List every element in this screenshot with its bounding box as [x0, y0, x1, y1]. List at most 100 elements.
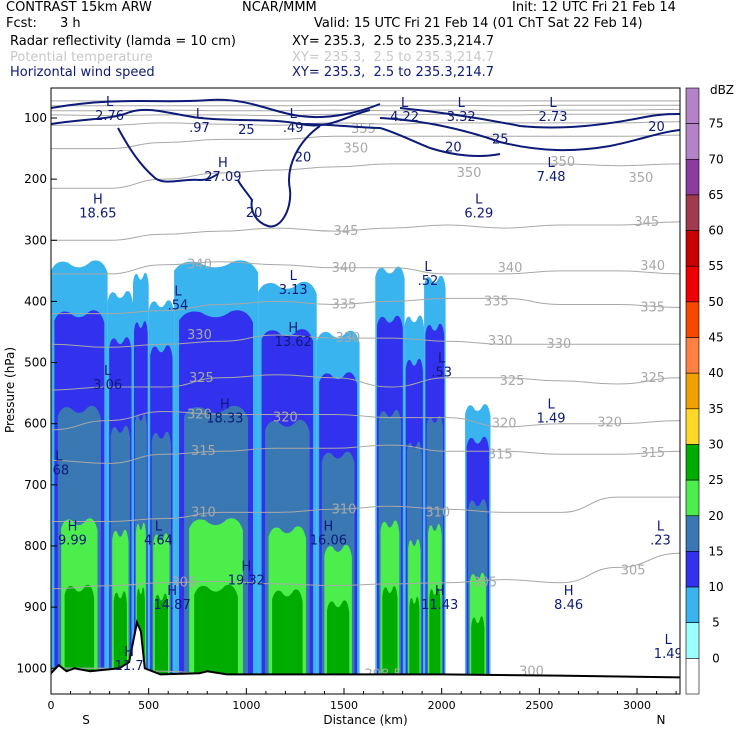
extremum-value-13: 13.62 [275, 335, 312, 350]
x-tick-label-2500: 2500 [525, 699, 553, 712]
theta-label-320: 320 [597, 415, 622, 430]
theta-label-315: 315 [191, 444, 216, 459]
reflectivity-region-5-level-6 [272, 589, 303, 675]
theta-contour-325 [51, 374, 680, 391]
colorbar-swatch-2 [685, 158, 700, 196]
extremum-value-21: 16.06 [310, 534, 347, 549]
theta-label-355: 355 [351, 122, 376, 137]
extremum-low-14: L [438, 352, 446, 367]
theta-label-315: 315 [640, 446, 665, 461]
colorbar-label-70: 70 [708, 152, 723, 166]
wind-label-4: 25 [492, 132, 509, 147]
y-tick-label-1000: 1000 [16, 661, 47, 675]
extremum-value-26: 8.46 [554, 598, 583, 613]
reflectivity-region-8-level-6 [409, 596, 420, 675]
valid-time: Valid: 15 UTC Fri 21 Feb 14 (01 ChT Sat … [314, 16, 643, 31]
extremum-value-4: 3.32 [447, 110, 476, 125]
wind-label-3: 20 [445, 140, 462, 155]
field-theta-xy: XY= 235.3, 2.5 to 235.3,214.7 [292, 50, 495, 65]
theta-label-305: 305 [621, 563, 646, 578]
theta-contour-355 [51, 134, 680, 150]
wind-contour-3 [237, 125, 321, 228]
y-tick-label-800: 800 [24, 539, 47, 553]
extremum-high-16: H [220, 397, 230, 412]
theta-contour-330 [51, 334, 680, 348]
x-axis-title: Distance (km) [323, 713, 407, 727]
model-title: CONTRAST 15km ARW [6, 0, 152, 15]
extremum-low-12: L [174, 284, 182, 299]
colorbar-unit: dBZ [710, 83, 734, 97]
extremum-value-25: 11.43 [421, 598, 458, 613]
extremum-high-23: H [241, 559, 251, 574]
south-end-label: S [82, 713, 90, 727]
wind-contour-5 [399, 107, 680, 129]
extremum-low-10: L [290, 269, 298, 284]
theta-contour-315 [51, 444, 680, 464]
wind-label-0: 25 [238, 123, 255, 138]
x-tick-label-1000: 1000 [232, 699, 260, 712]
field-reflectivity-xy: XY= 235.3, 2.5 to 235.3,214.7 [292, 34, 495, 49]
extremum-value-3: 4.22 [390, 110, 419, 125]
extremum-low-20: L [155, 520, 163, 535]
theta-label-320: 320 [187, 408, 212, 423]
extremum-value-22: .23 [650, 534, 671, 549]
y-tick-label-400: 400 [24, 294, 47, 308]
colorbar-label-55: 55 [708, 259, 723, 273]
colorbar-swatch-5 [685, 265, 700, 303]
extremum-value-18: .68 [48, 463, 69, 478]
north-end-label: N [657, 713, 666, 727]
colorbar-label-20: 20 [708, 509, 723, 523]
y-tick-label-300: 300 [24, 233, 47, 247]
theta-label-330: 330 [546, 337, 571, 352]
reflectivity-region-9-level-6 [429, 588, 441, 675]
colorbar-swatch-10 [685, 444, 700, 481]
extremum-low-27: L [665, 633, 673, 648]
colorbar-label-0: 0 [712, 651, 720, 665]
theta-label-340: 340 [332, 261, 357, 276]
extremum-low-18: L [55, 449, 63, 464]
x-tick-label-500: 500 [138, 699, 159, 712]
field-theta-name: Potential temperature [10, 50, 153, 65]
theta-label-330: 330 [488, 334, 513, 349]
y-tick-label-700: 700 [24, 478, 47, 492]
extremum-high-21: H [323, 520, 333, 535]
extremum-low-5: L [549, 96, 557, 111]
theta-label-350: 350 [457, 166, 482, 181]
y-tick-label-900: 900 [24, 600, 47, 614]
colorbar-swatch-9 [685, 408, 700, 445]
terrain-line [51, 619, 680, 679]
plot-frame [50, 87, 681, 695]
extremum-low-9: L [475, 193, 483, 208]
extremum-high-24: H [167, 584, 177, 599]
y-tick-label-100: 100 [24, 111, 47, 125]
extremum-value-23: 19.32 [228, 573, 265, 588]
reflectivity-region-4-level-6 [194, 584, 238, 675]
fcst-label: Fcst: [6, 16, 37, 31]
theta-label-345: 345 [634, 215, 659, 230]
theta-label-350: 350 [343, 142, 368, 157]
extremum-high-13: H [288, 321, 298, 336]
theta-label-310: 310 [191, 505, 216, 520]
colorbar-swatch-0 [685, 87, 700, 124]
colorbar-swatch-11 [685, 479, 700, 517]
colorbar-swatch-4 [685, 230, 700, 267]
y-tick-label-500: 500 [24, 356, 47, 370]
wind-label-2: 20 [246, 206, 263, 221]
theta-contour-390 [51, 104, 680, 107]
colorbar-swatch-6 [685, 301, 700, 338]
extremum-value-15: 3.06 [93, 378, 122, 393]
theta-label-330: 330 [336, 331, 361, 346]
theta-contour-370 [51, 113, 680, 117]
theta-contour-310 [51, 496, 680, 522]
theta-label-325: 325 [640, 371, 665, 386]
colorbar-label-10: 10 [708, 580, 723, 594]
extremum-value-14: .53 [431, 366, 452, 381]
reflectivity-region-3-level-6 [154, 593, 168, 675]
colorbar-label-35: 35 [708, 402, 723, 416]
theta-label-310: 310 [425, 505, 450, 520]
colorbar-swatch-3 [685, 194, 700, 231]
wind-label-5: 20 [648, 120, 665, 135]
wind-contour-4 [379, 117, 680, 152]
theta-label-305: 305 [472, 576, 497, 591]
